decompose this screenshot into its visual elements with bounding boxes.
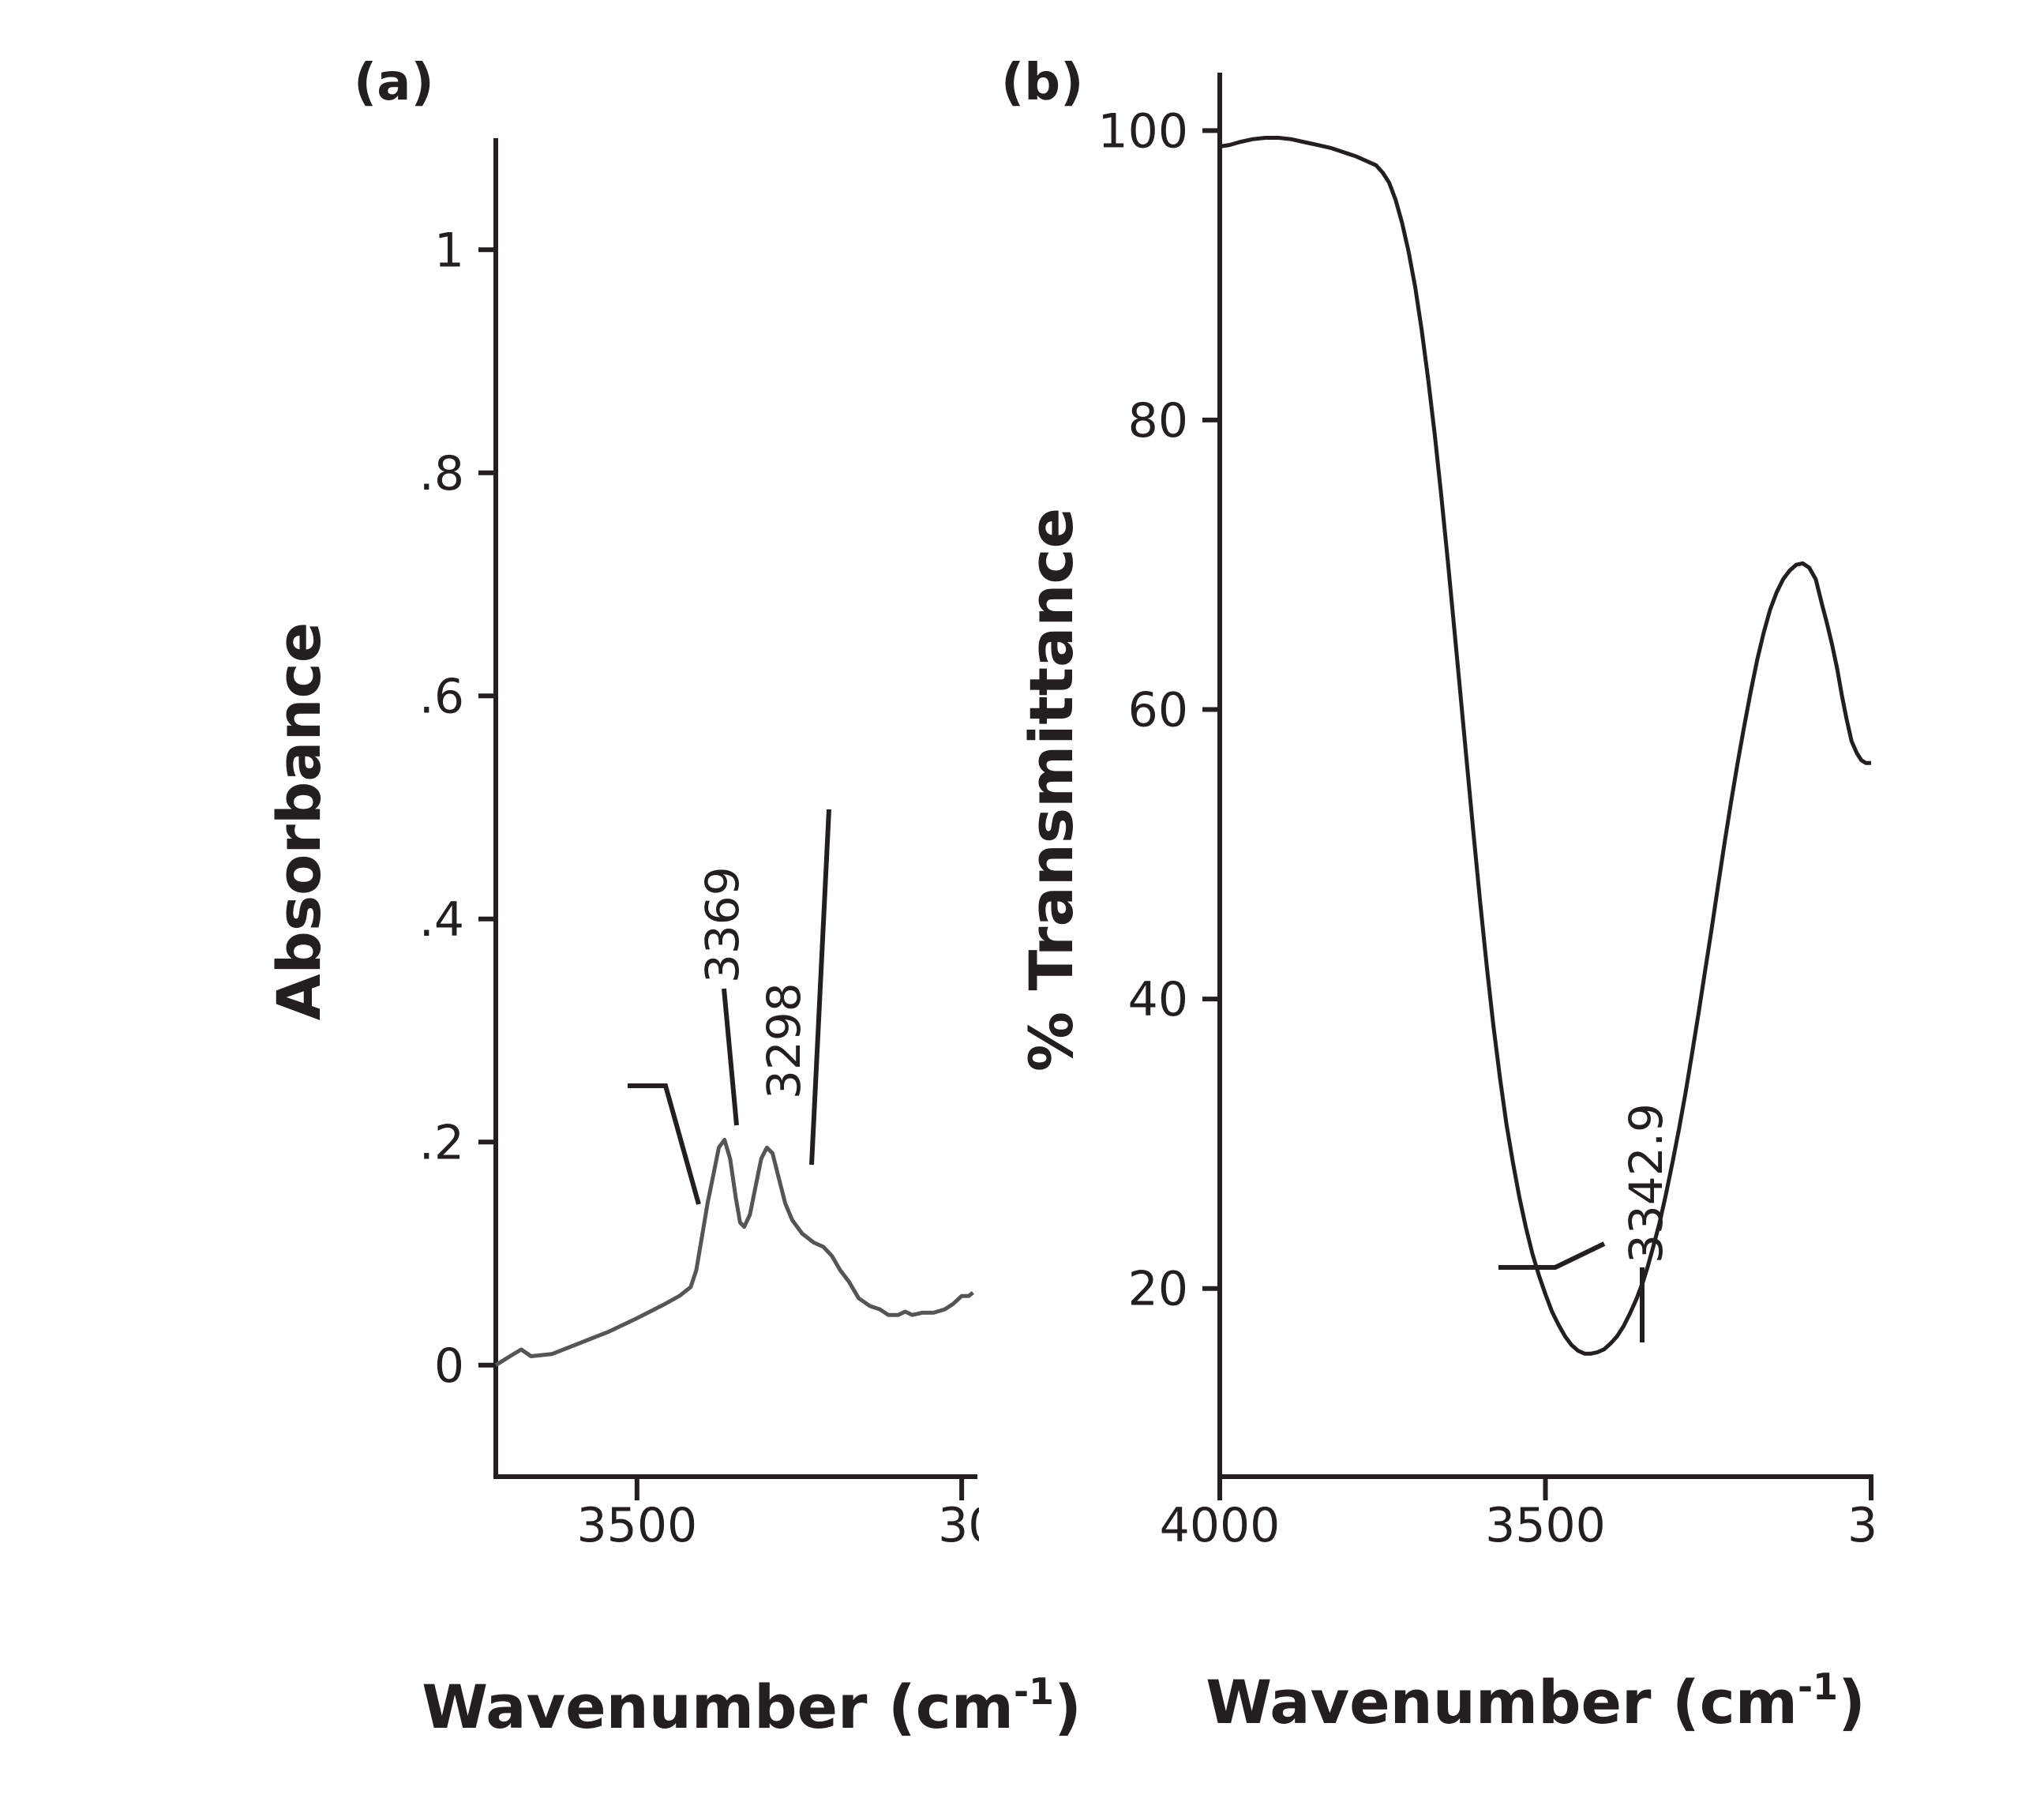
panel-b-x-tick-label: 4000: [1160, 1498, 1281, 1553]
panel-b: (b) % Transmittance Wavenumber (cm-1) 20…: [1001, 54, 1907, 1737]
panel-b-leader-left: [1498, 1241, 1606, 1270]
panel-a-y-tick-label: 1: [434, 223, 464, 278]
panel-b-y-tick-label: 40: [1128, 972, 1188, 1027]
panel-a-y-axis-title: Absorbance: [264, 622, 334, 1021]
panel-b-label: (b): [1001, 54, 1083, 112]
panel-a-annotation-3298: 3298: [757, 982, 811, 1099]
panel-b-x-tick-label: 3500: [1485, 1498, 1606, 1553]
panel-a-leader-3369: [722, 988, 739, 1126]
panel-b-y-axis-title: % Transmittance: [1016, 508, 1086, 1072]
panel-a-spectrum-line: [494, 1137, 974, 1367]
panel-a-y-tick-label: .6: [419, 669, 464, 724]
panel-a-x-axis-title-close: ): [1054, 1672, 1082, 1742]
panel-b-spectrum-line: [1219, 136, 1871, 1356]
panel-b-x-axis-title-close: ): [1838, 1667, 1866, 1737]
panel-b-y-tick-label: 20: [1128, 1262, 1188, 1317]
panel-a-label: (a): [354, 54, 434, 112]
panel-a-x-axis-title-main: Wavenumber (cm: [422, 1672, 1014, 1742]
panel-b-y-tick-label: 60: [1128, 683, 1188, 738]
panel-a: (a) Absorbance Wavenumber (cm-1) 0 .2 .4 .6…: [264, 54, 1082, 1742]
panel-b-annotation-3342: 3342.9: [1619, 1103, 1673, 1263]
panel-a-y-tick-label: .8: [419, 446, 464, 501]
panel-b-y-tick-label: 100: [1097, 103, 1188, 159]
panel-a-x-axis-title: Wavenumber (cm-1): [422, 1670, 1082, 1742]
panel-b-y-tick-label: 80: [1128, 393, 1188, 449]
panel-a-x-ticks: 3500 30: [576, 1477, 998, 1553]
panel-b-x-axis-title-sup: -1: [1798, 1665, 1838, 1708]
panel-b-x-ticks: 4000 3500 30: [1160, 1477, 1907, 1553]
panel-a-x-tick-label: 3500: [576, 1498, 697, 1553]
panel-a-x-axis-title-sup: -1: [1014, 1670, 1054, 1713]
panel-a-y-tick-label: 0: [434, 1338, 464, 1394]
panel-b-x-axis-title: Wavenumber (cm-1): [1206, 1665, 1866, 1737]
panel-a-y-tick-label: .2: [419, 1115, 464, 1170]
panel-b-x-axis-title-main: Wavenumber (cm: [1206, 1667, 1798, 1737]
panel-a-leader-3298: [809, 809, 831, 1166]
panel-a-leader-left: [628, 1083, 701, 1205]
panel-a-y-tick-label: .4: [419, 892, 464, 948]
panel-a-x-tick-label: 30: [938, 1498, 998, 1553]
panel-a-annotation-3369: 3369: [696, 866, 749, 983]
panel-b-x-tick-label: 30: [1847, 1498, 1907, 1553]
panel-b-y-ticks: 20 40 60 80 100: [1097, 103, 1220, 1317]
panel-a-y-ticks: 0 .2 .4 .6 .8 1: [419, 223, 496, 1394]
